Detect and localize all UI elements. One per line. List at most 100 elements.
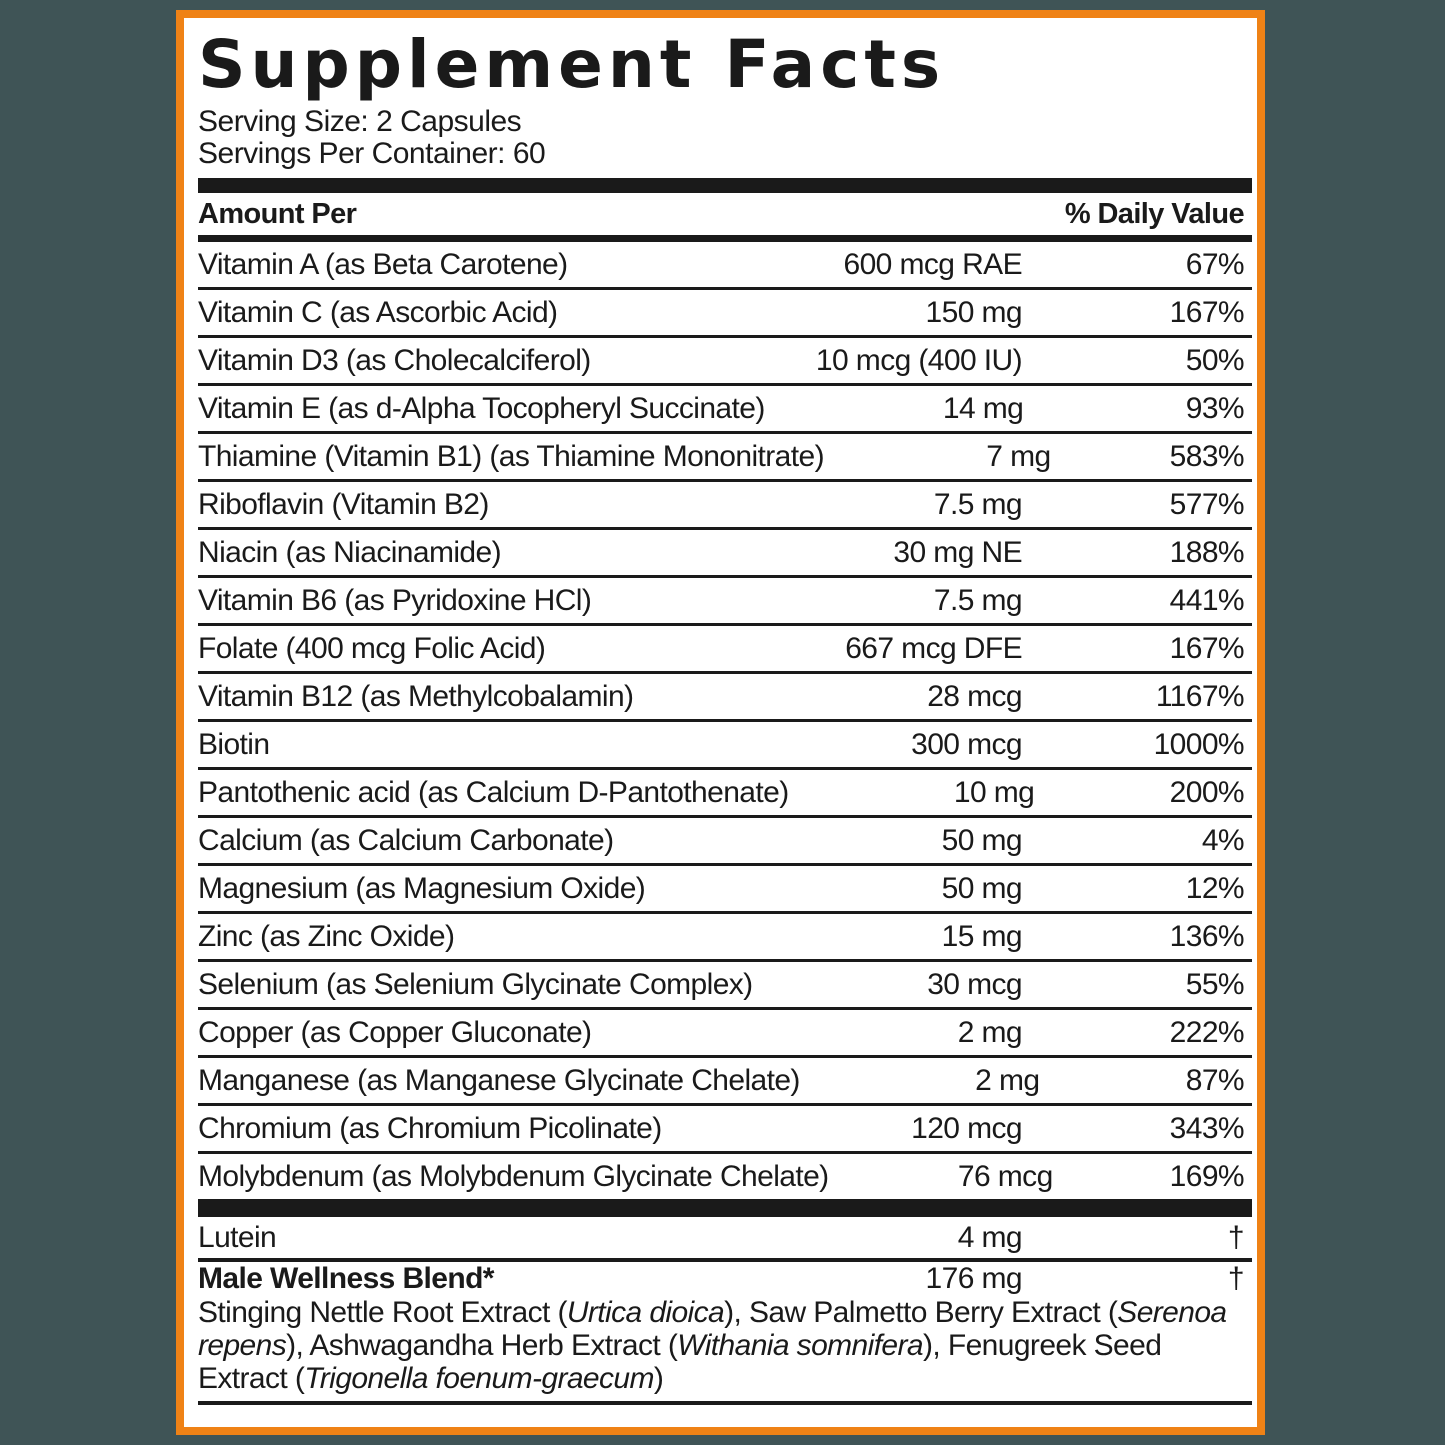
nutrient-amount: 300 mcg: [911, 727, 1022, 761]
nutrient-dv: 1167%: [1155, 679, 1245, 713]
nutrient-amount: 2 mg: [957, 1015, 1023, 1049]
nutrient-dv: 67%: [1185, 247, 1245, 281]
table-row: Thiamine (Vitamin B1) (as Thiamine Monon…: [198, 434, 1252, 482]
nutrient-dv: 87%: [1185, 1063, 1245, 1097]
nutrient-name: Zinc (as Zinc Oxide): [198, 919, 455, 953]
blend-name: Male Wellness Blend*: [198, 1262, 494, 1295]
table-row: Vitamin C (as Ascorbic Acid) 150 mg 167%: [198, 290, 1252, 338]
nutrient-dv: 93%: [1185, 391, 1245, 425]
ingredient-text: ), Fenugreek Seed Extract (: [198, 1329, 1162, 1395]
table-row-lutein: Lutein 4 mg †: [198, 1217, 1252, 1262]
nutrient-name: Vitamin C (as Ascorbic Acid): [198, 295, 558, 329]
nutrient-amount: 7.5 mg: [933, 583, 1023, 617]
nutrient-amount: 2 mg: [975, 1063, 1040, 1097]
nutrient-amount: 600 mcg RAE: [843, 247, 1023, 281]
nutrient-dv: †: [1227, 1220, 1245, 1254]
nutrient-amount: 7 mg: [986, 439, 1051, 473]
nutrient-name: Vitamin B6 (as Pyridoxine HCl): [198, 583, 592, 617]
nutrient-amount: 7.5 mg: [933, 487, 1023, 521]
nutrient-dv: 136%: [1169, 919, 1245, 953]
nutrient-name: Chromium (as Chromium Picolinate): [198, 1111, 662, 1145]
header-amount-per: Amount Per: [198, 197, 357, 230]
botanical-name: Urtica dioica: [566, 1296, 725, 1329]
nutrient-dv: 200%: [1169, 775, 1245, 809]
nutrient-name: Manganese (as Manganese Glycinate Chelat…: [198, 1063, 800, 1097]
nutrient-amount: 667 mcg DFE: [845, 631, 1022, 665]
nutrient-dv: 169%: [1169, 1159, 1245, 1193]
label-title: Supplement Facts: [198, 26, 946, 103]
table-row: Vitamin E (as d-Alpha Tocopheryl Succina…: [198, 386, 1252, 434]
nutrient-dv: 50%: [1185, 343, 1245, 377]
table-row: Copper (as Copper Gluconate) 2 mg 222%: [198, 1010, 1252, 1058]
table-row: Magnesium (as Magnesium Oxide) 50 mg 12%: [198, 866, 1252, 914]
table-row: Manganese (as Manganese Glycinate Chelat…: [198, 1058, 1252, 1106]
nutrient-amount: 10 mg: [953, 775, 1035, 809]
nutrient-name: Lutein: [198, 1220, 277, 1254]
nutrient-rows: Vitamin A (as Beta Carotene) 600 mcg RAE 6…: [198, 242, 1252, 1202]
nutrient-name: Magnesium (as Magnesium Oxide): [198, 871, 646, 905]
table-row: Molybdenum (as Molybdenum Glycinate Chel…: [198, 1154, 1252, 1202]
nutrient-dv: 222%: [1169, 1015, 1245, 1049]
nutrient-dv: 441%: [1169, 583, 1245, 617]
nutrient-name: Folate (400 mcg Folic Acid): [198, 631, 546, 665]
header-daily-value: % Daily Value: [1064, 197, 1245, 230]
table-header: Amount Per % Daily Value: [198, 193, 1252, 235]
nutrient-name: Vitamin B12 (as Methylcobalamin): [198, 679, 634, 713]
nutrient-amount: 10 mcg (400 IU): [815, 343, 1023, 377]
botanical-name: Withania somnifera: [677, 1329, 923, 1362]
nutrient-amount: 28 mcg: [927, 679, 1022, 713]
divider-thick: [198, 178, 1252, 193]
divider-medium: [198, 235, 1252, 242]
nutrient-name: Molybdenum (as Molybdenum Glycinate Chel…: [198, 1159, 829, 1193]
table-row: Selenium (as Selenium Glycinate Complex)…: [198, 962, 1252, 1010]
botanical-name: Serenoa repens: [198, 1296, 1227, 1362]
nutrient-dv: 577%: [1169, 487, 1245, 521]
blend-ingredients: Stinging Nettle Root Extract (Urtica dio…: [198, 1296, 1252, 1395]
nutrient-amount: 14 mg: [942, 391, 1024, 425]
nutrient-amount: 150 mg: [925, 295, 1023, 329]
table-row: Chromium (as Chromium Picolinate) 120 mcg…: [198, 1106, 1252, 1154]
nutrient-dv: 1000%: [1153, 727, 1245, 761]
table-row: Niacin (as Niacinamide) 30 mg NE 188%: [198, 530, 1252, 578]
nutrient-amount: 50 mg: [941, 823, 1023, 857]
blend-section: Male Wellness Blend* 176 mg † Stinging N…: [198, 1262, 1252, 1405]
nutrient-dv: 188%: [1169, 535, 1245, 569]
nutrient-name: Calcium (as Calcium Carbonate): [198, 823, 614, 857]
nutrient-dv: 12%: [1185, 871, 1245, 905]
table-row: Biotin 300 mcg 1000%: [198, 722, 1252, 770]
nutrient-dv: 583%: [1169, 439, 1245, 473]
table-row: Vitamin A (as Beta Carotene) 600 mcg RAE 6…: [198, 242, 1252, 290]
supplement-facts-label: Supplement Facts Serving Size: 2 Capsule…: [176, 10, 1265, 1435]
nutrient-amount: 76 mcg: [957, 1159, 1053, 1193]
blend-amount: 176 mg: [925, 1262, 1023, 1295]
table-row: Vitamin B6 (as Pyridoxine HCl) 7.5 mg 441%: [198, 578, 1252, 626]
botanical-name: Trigonella foenum-graecum: [304, 1362, 654, 1395]
table-row: Zinc (as Zinc Oxide) 15 mg 136%: [198, 914, 1252, 962]
ingredient-text: Stinging Nettle Root Extract (: [198, 1296, 567, 1329]
nutrient-amount: 50 mg: [941, 871, 1023, 905]
divider-thick: [198, 1202, 1252, 1217]
nutrient-name: Riboflavin (Vitamin B2): [198, 487, 489, 521]
ingredient-text: ), Ashwagandha Herb Extract (: [286, 1329, 678, 1362]
table-row: Pantothenic acid (as Calcium D-Pantothen…: [198, 770, 1252, 818]
nutrient-dv: 55%: [1185, 967, 1245, 1001]
nutrient-name: Thiamine (Vitamin B1) (as Thiamine Monon…: [198, 439, 825, 473]
nutrient-dv: 167%: [1169, 631, 1245, 665]
nutrient-name: Vitamin A (as Beta Carotene): [198, 247, 568, 281]
nutrient-name: Vitamin D3 (as Cholecalciferol): [198, 343, 591, 377]
serving-size: Serving Size: 2 Capsules: [198, 105, 522, 138]
nutrient-dv: 167%: [1169, 295, 1245, 329]
nutrient-dv: 4%: [1201, 823, 1245, 857]
nutrient-amount: 120 mcg: [911, 1111, 1022, 1145]
servings-per-container: Servings Per Container: 60: [198, 137, 546, 170]
nutrient-amount: 30 mcg: [927, 967, 1022, 1001]
nutrient-amount: 15 mg: [941, 919, 1023, 953]
table-row: Calcium (as Calcium Carbonate) 50 mg 4%: [198, 818, 1252, 866]
table-row: Vitamin D3 (as Cholecalciferol) 10 mcg (4…: [198, 338, 1252, 386]
table-row: Folate (400 mcg Folic Acid) 667 mcg DFE 16…: [198, 626, 1252, 674]
ingredient-text: ): [653, 1362, 664, 1395]
table-row: Vitamin B12 (as Methylcobalamin) 28 mcg 11…: [198, 674, 1252, 722]
nutrient-amount: 30 mg NE: [893, 535, 1022, 569]
nutrient-amount: 4 mg: [957, 1220, 1023, 1254]
nutrient-name: Pantothenic acid (as Calcium D-Pantothen…: [198, 775, 789, 809]
